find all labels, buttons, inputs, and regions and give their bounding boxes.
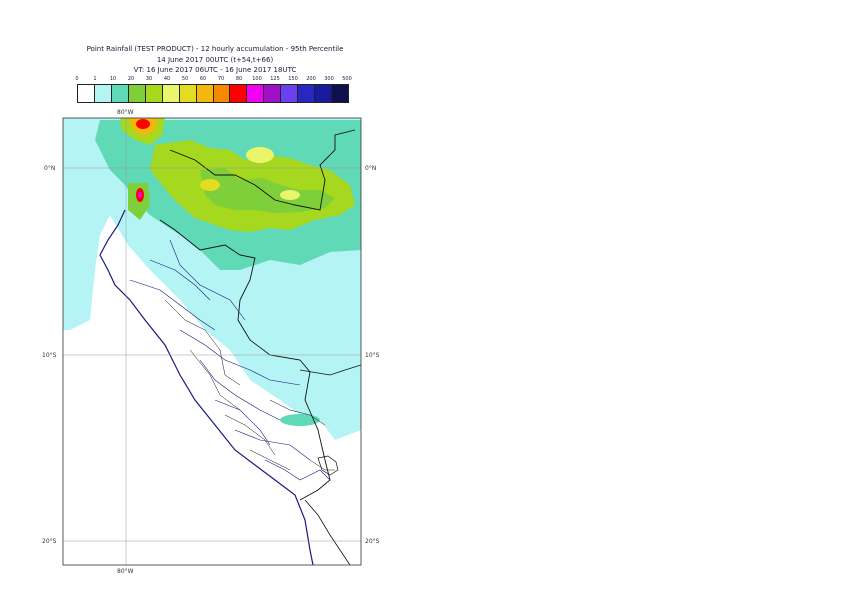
legend-swatch — [111, 85, 129, 102]
lat-label-eq-right: 0°N — [365, 165, 377, 172]
legend-tick: 100 — [252, 76, 262, 82]
legend-tick: 30 — [145, 76, 153, 82]
legend-tick: 10 — [109, 76, 117, 82]
legend-tick: 125 — [270, 76, 280, 82]
legend-tick: 300 — [324, 76, 334, 82]
legend-swatch — [332, 85, 348, 102]
legend-swatch — [315, 85, 333, 102]
lon-label-bottom: 80°W — [117, 568, 134, 575]
lat-label-10s-left: 10°S — [42, 352, 57, 359]
run-time: 14 June 2017 00UTC (t+54,t+66) — [156, 56, 274, 64]
legend-swatch — [281, 85, 299, 102]
legend-tick: 40 — [163, 76, 171, 82]
lat-label-eq-left: 0°N — [44, 165, 56, 172]
legend-swatch — [213, 85, 231, 102]
lat-label-10s-right: 10°S — [365, 352, 380, 359]
legend-tick: 500 — [342, 76, 352, 82]
legend-swatch — [298, 85, 316, 102]
lat-label-20s-left: 20°S — [42, 538, 57, 545]
legend-swatch — [94, 85, 112, 102]
legend-tick: 70 — [217, 76, 225, 82]
legend-swatch — [196, 85, 214, 102]
legend-tick: 200 — [306, 76, 316, 82]
legend-tick: 1 — [93, 76, 97, 82]
legend-swatch — [145, 85, 163, 102]
legend-tick: 80 — [235, 76, 243, 82]
legend-swatch — [78, 85, 95, 102]
legend-swatch — [179, 85, 197, 102]
map-frame — [62, 117, 362, 566]
lat-label-20s-right: 20°S — [365, 538, 380, 545]
color-legend — [77, 84, 349, 103]
legend-ticks: 0 1 10 20 30 40 50 60 70 80 100 125 150 200 300 500 — [70, 76, 360, 84]
legend-tick: 150 — [288, 76, 298, 82]
legend-tick: 60 — [199, 76, 207, 82]
legend-swatch — [230, 85, 248, 102]
legend-swatch — [247, 85, 265, 102]
legend-tick: 0 — [75, 76, 79, 82]
lon-label-top: 80°W — [117, 109, 134, 116]
legend-swatch — [264, 85, 282, 102]
map-title: Point Rainfall (TEST PRODUCT) - 12 hourl… — [86, 45, 344, 53]
legend-tick: 20 — [127, 76, 135, 82]
legend-swatch — [128, 85, 146, 102]
legend-tick: 50 — [181, 76, 189, 82]
legend-swatch — [162, 85, 180, 102]
valid-time: VT: 16 June 2017 06UTC - 16 June 2017 18… — [133, 66, 297, 74]
